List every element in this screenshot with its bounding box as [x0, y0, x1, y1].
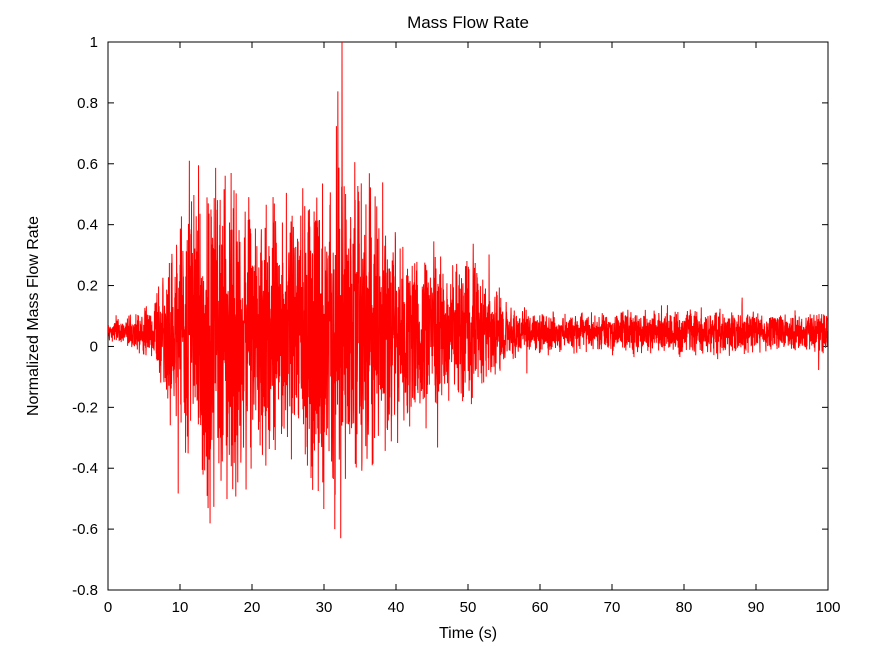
svg-text:-0.2: -0.2 — [72, 399, 98, 416]
svg-text:50: 50 — [460, 599, 477, 616]
svg-text:100: 100 — [815, 599, 840, 616]
svg-text:-0.4: -0.4 — [72, 460, 98, 477]
data-line — [108, 42, 828, 538]
svg-text:0.6: 0.6 — [77, 156, 98, 173]
svg-text:0.8: 0.8 — [77, 95, 98, 112]
svg-text:90: 90 — [748, 599, 765, 616]
svg-text:80: 80 — [676, 599, 693, 616]
svg-text:-0.8: -0.8 — [72, 582, 98, 599]
svg-text:1: 1 — [90, 34, 98, 51]
chart-container: Mass Flow Rate Time (s) Normalized Mass … — [0, 0, 875, 656]
chart-title: Mass Flow Rate — [407, 13, 529, 32]
svg-text:20: 20 — [244, 599, 261, 616]
y-axis-label: Normalized Mass Flow Rate — [25, 216, 42, 416]
svg-text:60: 60 — [532, 599, 549, 616]
svg-text:0.4: 0.4 — [77, 217, 98, 234]
svg-text:10: 10 — [172, 599, 189, 616]
svg-text:30: 30 — [316, 599, 333, 616]
svg-text:40: 40 — [388, 599, 405, 616]
x-axis-label: Time (s) — [439, 625, 497, 642]
svg-text:0: 0 — [90, 338, 98, 355]
svg-text:70: 70 — [604, 599, 621, 616]
svg-text:-0.6: -0.6 — [72, 521, 98, 538]
chart-svg: Mass Flow Rate Time (s) Normalized Mass … — [0, 0, 875, 656]
svg-text:0: 0 — [104, 599, 112, 616]
svg-text:0.2: 0.2 — [77, 278, 98, 295]
